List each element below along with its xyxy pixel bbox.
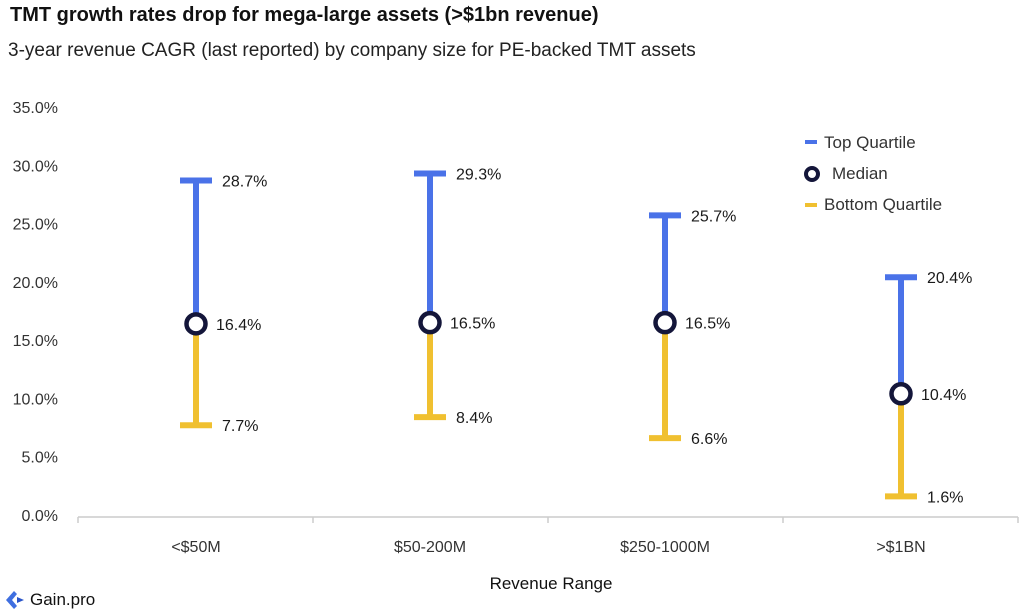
- top-quartile-label: 28.7%: [222, 173, 267, 190]
- y-tick-label: 30.0%: [13, 158, 58, 175]
- y-tick-label: 10.0%: [13, 391, 58, 408]
- range-group: 28.7% 16.4% 7.7%: [180, 173, 267, 435]
- median-marker: [418, 310, 442, 335]
- top-quartile-label: 20.4%: [927, 270, 972, 287]
- legend-bottom-swatch: [805, 203, 817, 207]
- gain-pro-logo: Gain.pro: [4, 590, 95, 610]
- y-axis: 0.0% 5.0% 10.0% 15.0% 20.0% 25.0% 30.0% 35.0%: [13, 100, 58, 525]
- range-group: 25.7% 16.5% 6.6%: [649, 208, 736, 448]
- x-axis: <$50M $50-200M $250-1000M >$1BN: [77, 516, 1019, 556]
- median-marker: [653, 310, 677, 335]
- bottom-quartile-label: 8.4%: [456, 410, 492, 427]
- x-tick-label: $250-1000M: [620, 539, 710, 556]
- y-tick-label: 25.0%: [13, 217, 58, 234]
- chart-subtitle: 3-year revenue CAGR (last reported) by c…: [8, 40, 696, 61]
- y-tick-label: 15.0%: [13, 333, 58, 350]
- y-tick-label: 35.0%: [13, 100, 58, 117]
- bottom-quartile-label: 6.6%: [691, 431, 727, 448]
- x-tick-label: $50-200M: [394, 539, 466, 556]
- median-label: 10.4%: [921, 387, 966, 404]
- bottom-quartile-label: 7.7%: [222, 418, 258, 435]
- y-tick-label: 5.0%: [22, 450, 58, 467]
- legend: Top Quartile Median Bottom Quartile: [804, 133, 942, 214]
- top-quartile-label: 25.7%: [691, 208, 736, 225]
- x-axis-title: Revenue Range: [490, 574, 613, 593]
- top-quartile-label: 29.3%: [456, 166, 501, 183]
- x-tick-label: >$1BN: [876, 539, 925, 556]
- gain-pro-logo-text: Gain.pro: [30, 590, 96, 609]
- legend-top-swatch: [805, 140, 817, 144]
- y-tick-label: 20.0%: [13, 275, 58, 292]
- median-label: 16.4%: [216, 317, 261, 334]
- legend-bottom-label: Bottom Quartile: [824, 195, 942, 214]
- x-tick-label: <$50M: [171, 539, 220, 556]
- legend-median-label: Median: [832, 164, 888, 183]
- median-label: 16.5%: [685, 316, 730, 333]
- legend-median-marker: [804, 166, 820, 182]
- range-group: 20.4% 10.4% 1.6%: [885, 270, 972, 506]
- chart-title: TMT growth rates drop for mega-large ass…: [10, 4, 599, 26]
- median-marker: [184, 312, 208, 336]
- bottom-quartile-label: 1.6%: [927, 489, 963, 506]
- gain-pro-logo-icon: [6, 591, 24, 609]
- y-tick-label: 0.0%: [22, 508, 58, 525]
- range-group: 29.3% 16.5% 8.4%: [414, 166, 501, 427]
- chart-marks: 28.7% 16.4% 7.7% 29.3% 16.5% 8.4% 25.7% 16.5% 6.…: [180, 166, 972, 506]
- legend-top-label: Top Quartile: [824, 133, 916, 152]
- median-marker: [889, 382, 913, 406]
- median-label: 16.5%: [450, 316, 495, 333]
